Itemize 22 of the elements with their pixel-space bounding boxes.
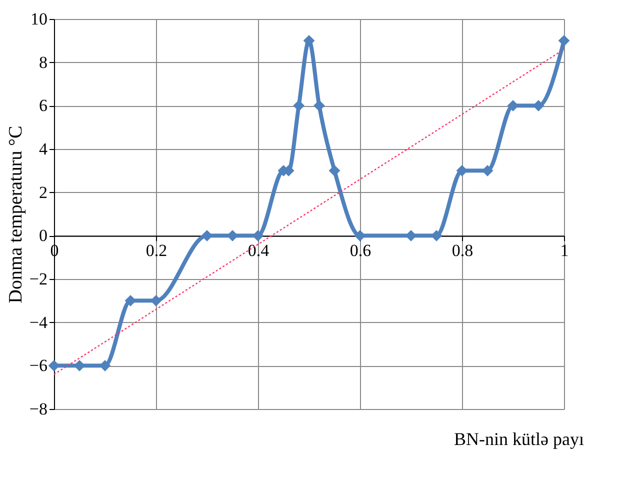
y-tick-label: −6 xyxy=(29,356,48,376)
y-tick-label: 10 xyxy=(30,10,48,28)
point xyxy=(314,100,325,112)
x-axis-title: BN-nin kütlə payı xyxy=(454,429,584,449)
x-tick-label: 0.6 xyxy=(350,241,372,260)
y-tick-label: 0 xyxy=(39,226,48,246)
x-tick-label: 0.2 xyxy=(146,241,168,260)
point xyxy=(303,34,315,46)
x-tick-label: 0.8 xyxy=(452,241,474,260)
point xyxy=(328,164,340,176)
point xyxy=(558,34,570,46)
y-tick-label: −2 xyxy=(29,270,48,288)
y-tick-label: 4 xyxy=(39,140,48,158)
x-tick-label: 0.4 xyxy=(248,241,270,260)
point xyxy=(293,100,304,112)
y-tick-label: −4 xyxy=(29,312,48,332)
y-axis-title: Donma temperaturu °C xyxy=(5,126,26,304)
y-tick-label: 2 xyxy=(39,182,48,202)
x-tick-label: 1 xyxy=(560,241,569,260)
y-tick-label: −8 xyxy=(29,400,48,418)
y-tick-label: 6 xyxy=(39,96,48,116)
y-tick-label: 8 xyxy=(39,52,48,72)
